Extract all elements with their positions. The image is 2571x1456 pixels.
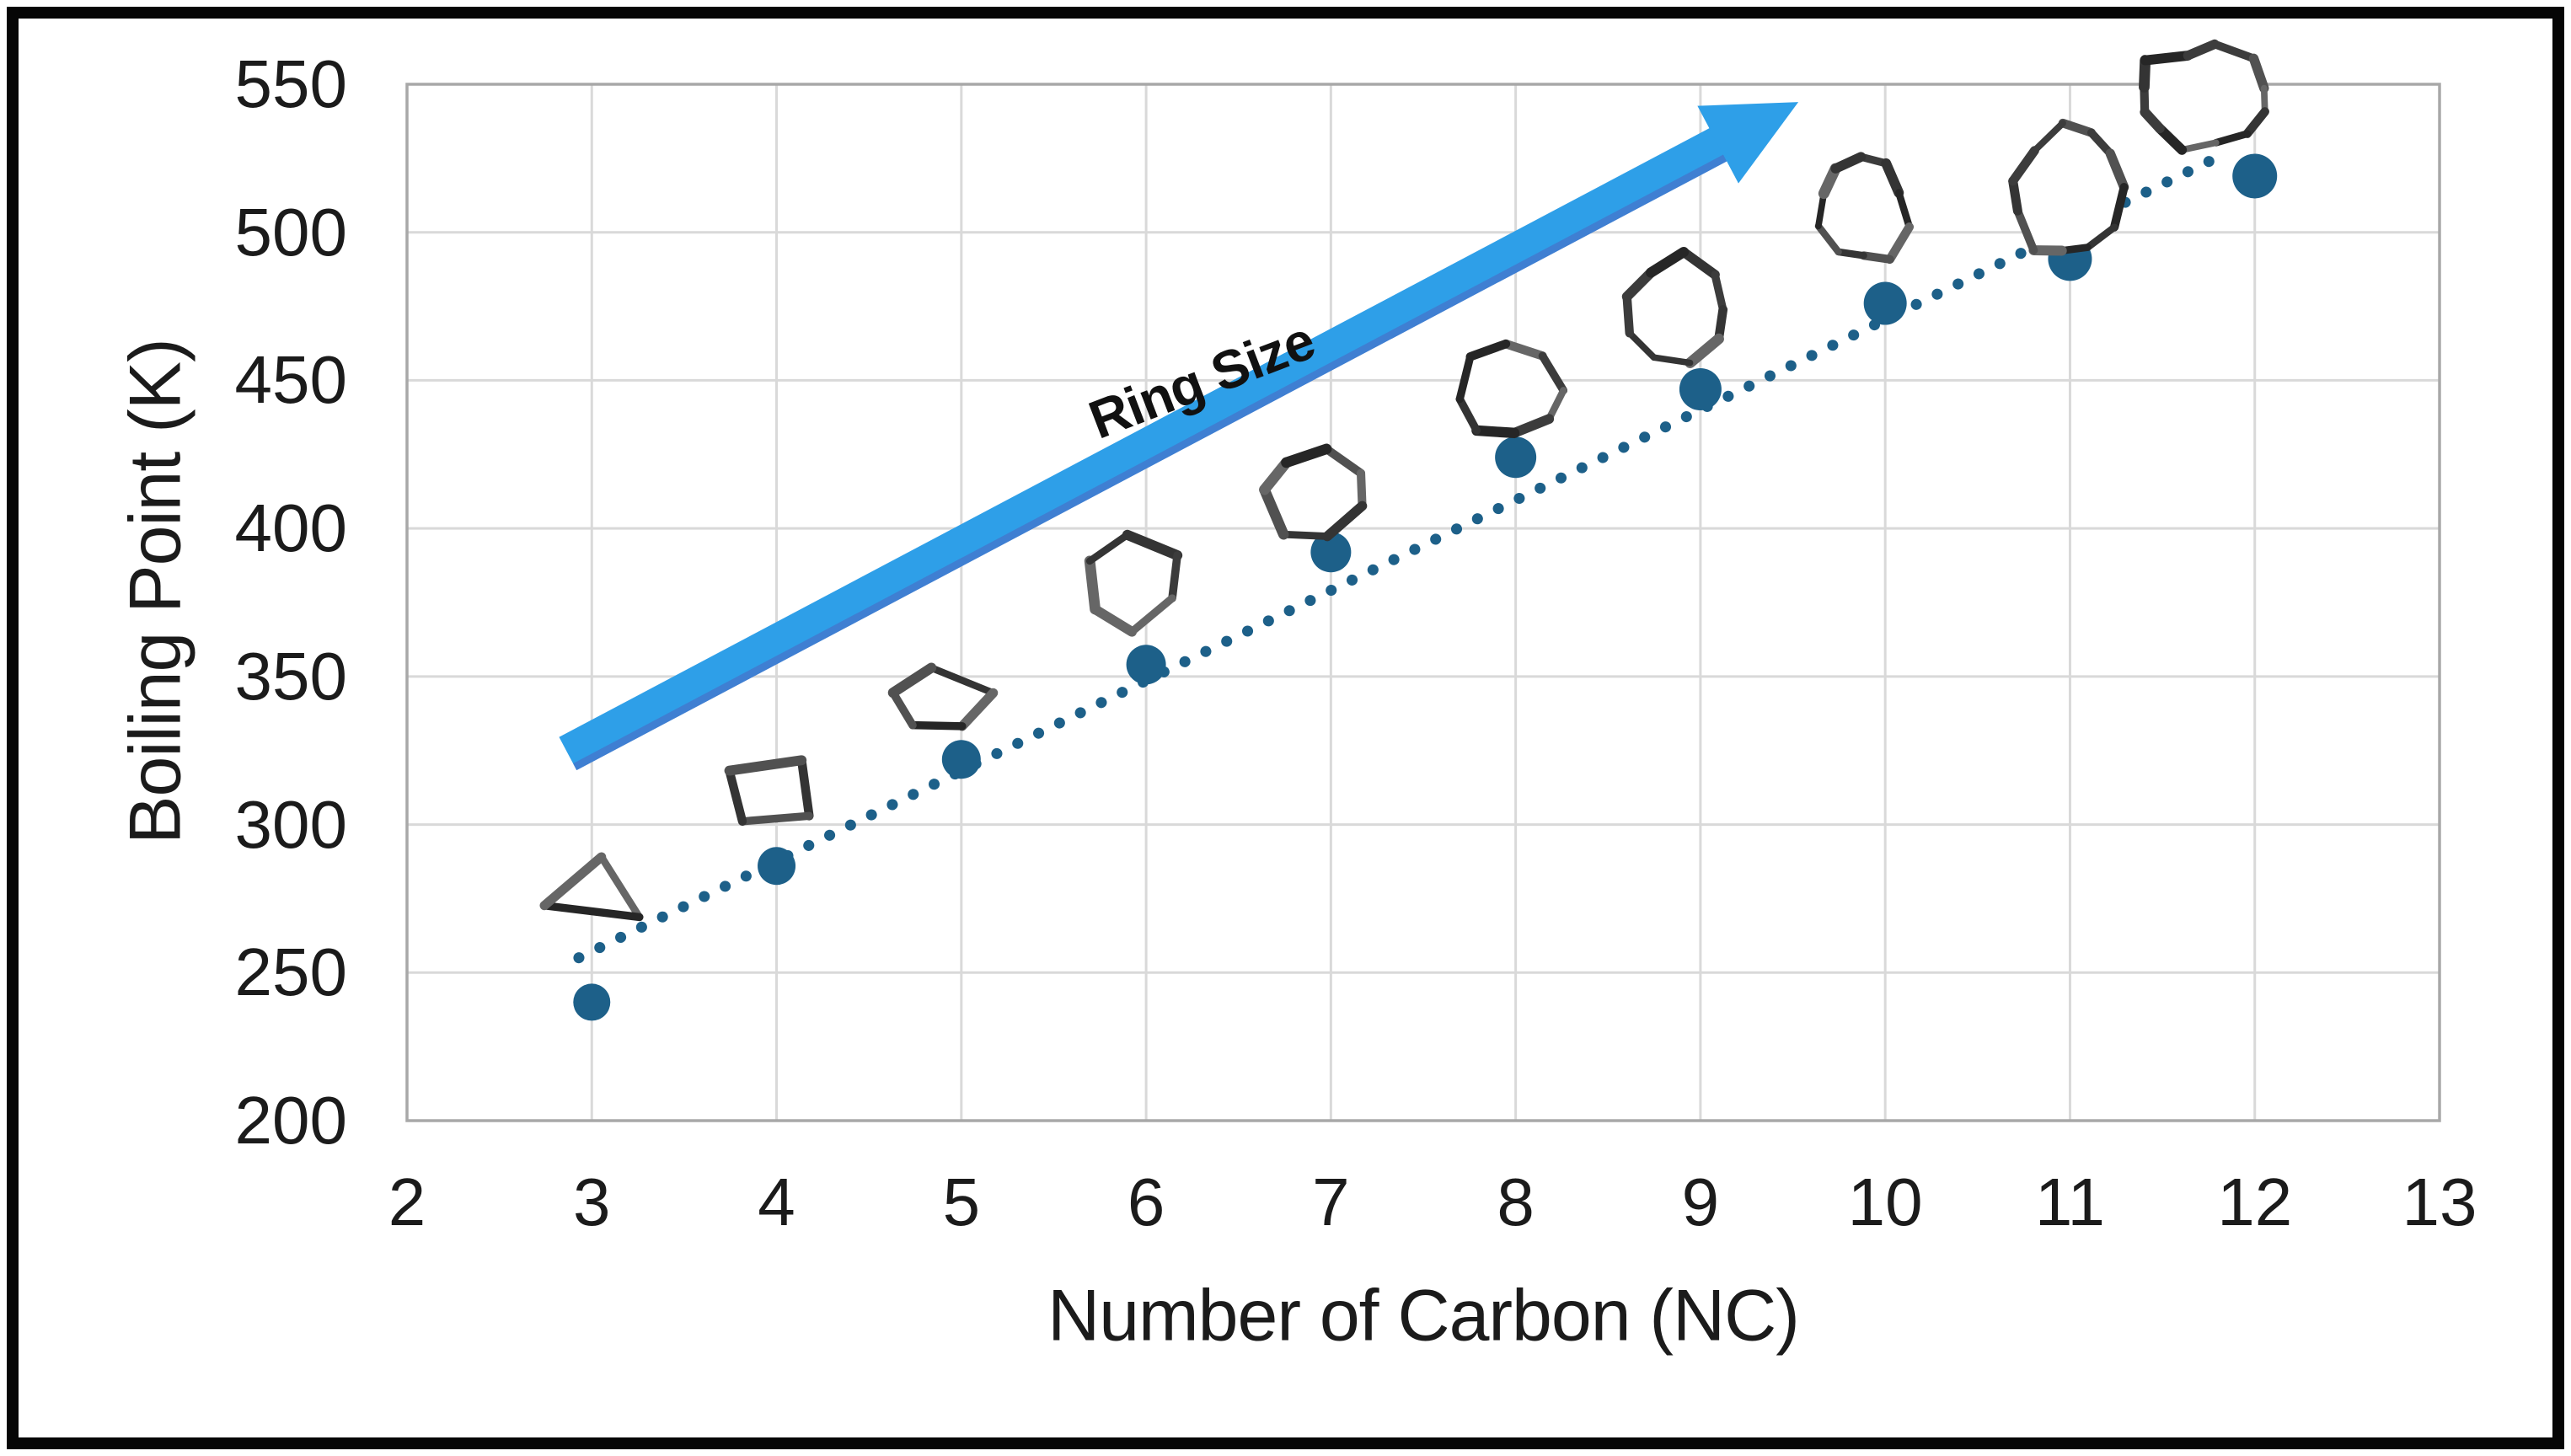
cycloalkane-ring-5-icon (887, 662, 999, 731)
cycloalkane-ring-6-icon (1084, 529, 1183, 637)
y-axis-title: Boiling Point (K) (115, 339, 196, 844)
x-tick-label-10: 10 (1847, 1164, 1923, 1239)
x-axis-title: Number of Carbon (NC) (1047, 1275, 1800, 1357)
data-point-nc-4 (758, 847, 796, 886)
cycloalkane-ring-9-icon (1621, 246, 1728, 368)
x-tick-label-8: 8 (1497, 1164, 1535, 1239)
cycloalkane-ring-11-icon (2008, 118, 2129, 256)
data-points (573, 153, 2278, 1021)
data-point-nc-7 (1310, 532, 1352, 573)
data-point-nc-3 (573, 983, 611, 1021)
data-point-nc-9 (1679, 367, 1722, 410)
y-tick-label-300: 300 (234, 786, 347, 862)
cycloalkane-ring-3-icon (539, 852, 644, 922)
y-tick-label-450: 450 (234, 342, 347, 418)
x-tick-label-7: 7 (1312, 1164, 1350, 1239)
x-tick-label-11: 11 (2034, 1164, 2105, 1239)
ring-size-arrow-icon (559, 102, 1799, 771)
y-tick-label-200: 200 (234, 1083, 347, 1158)
x-tick-label-6: 6 (1127, 1164, 1165, 1239)
x-tick-label-5: 5 (942, 1164, 981, 1239)
y-tick-label-550: 550 (234, 46, 347, 121)
y-tick-label-350: 350 (234, 638, 347, 714)
cycloalkane-ring-12-icon (2139, 39, 2269, 155)
gridlines (405, 83, 2441, 1122)
y-tick-label-500: 500 (234, 194, 347, 270)
plot-area-border (405, 83, 2441, 1122)
x-tick-label-4: 4 (758, 1164, 795, 1239)
data-point-nc-8 (1495, 436, 1537, 479)
x-tick-label-9: 9 (1681, 1164, 1720, 1239)
cycloalkane-ring-4-icon (724, 755, 814, 826)
data-point-nc-12 (2232, 153, 2278, 199)
data-point-nc-10 (1863, 281, 1907, 325)
cycloalkane-ring-10-icon (1814, 152, 1915, 265)
trendline-dotted (573, 149, 2227, 964)
x-tick-label-12: 12 (2217, 1164, 2293, 1239)
cycloalkane-ring-7-icon (1259, 443, 1368, 542)
y-tick-label-400: 400 (234, 490, 347, 566)
data-point-nc-6 (1126, 645, 1166, 685)
x-tick-label-13: 13 (2402, 1164, 2477, 1239)
y-tick-label-250: 250 (234, 934, 347, 1010)
cycloalkane-ring-8-icon (1455, 339, 1568, 439)
x-tick-label-3: 3 (573, 1164, 611, 1239)
data-point-nc-5 (941, 740, 981, 779)
x-tick-label-2: 2 (388, 1164, 426, 1239)
